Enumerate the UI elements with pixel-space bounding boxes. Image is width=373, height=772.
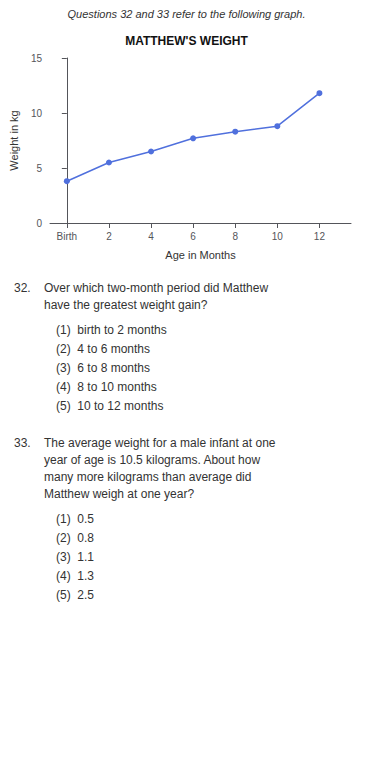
svg-text:The average weight for a male: The average weight for a male infant at … bbox=[44, 436, 276, 450]
svg-text:year of age is 10.5 kilograms.: year of age is 10.5 kilograms. About how bbox=[44, 453, 260, 467]
svg-text:32.: 32. bbox=[14, 281, 31, 295]
svg-text:Weight in kg: Weight in kg bbox=[8, 110, 20, 170]
svg-text:(2) 4 to 6 months: (2) 4 to 6 months bbox=[56, 342, 150, 356]
svg-text:2: 2 bbox=[106, 231, 112, 242]
svg-text:8: 8 bbox=[232, 231, 238, 242]
svg-text:(1) birth to 2 months: (1) birth to 2 months bbox=[56, 323, 167, 337]
svg-text:4: 4 bbox=[148, 231, 154, 242]
svg-text:have the greatest weight gain?: have the greatest weight gain? bbox=[44, 298, 208, 312]
svg-text:10: 10 bbox=[272, 231, 284, 242]
svg-text:(3) 6 to 8 months: (3) 6 to 8 months bbox=[56, 361, 150, 375]
svg-text:(4) 8 to 10 months: (4) 8 to 10 months bbox=[56, 380, 157, 394]
svg-text:33.: 33. bbox=[14, 436, 31, 450]
svg-text:0: 0 bbox=[36, 218, 42, 229]
svg-text:Birth: Birth bbox=[57, 231, 78, 242]
svg-text:5: 5 bbox=[36, 163, 42, 174]
svg-text:Matthew weigh at one year?: Matthew weigh at one year? bbox=[44, 487, 194, 501]
svg-text:15: 15 bbox=[31, 53, 43, 64]
svg-text:Questions 32 and 33 refer to t: Questions 32 and 33 refer to the followi… bbox=[68, 8, 306, 20]
svg-text:6: 6 bbox=[190, 231, 196, 242]
svg-text:Age in Months: Age in Months bbox=[165, 249, 236, 261]
svg-text:12: 12 bbox=[314, 231, 326, 242]
svg-text:(5) 2.5: (5) 2.5 bbox=[56, 588, 94, 602]
svg-text:Over which two-month period di: Over which two-month period did Matthew bbox=[44, 281, 268, 295]
svg-text:(3) 1.1: (3) 1.1 bbox=[56, 550, 94, 564]
svg-text:10: 10 bbox=[31, 108, 43, 119]
svg-text:many more kilograms than avera: many more kilograms than average did bbox=[44, 470, 251, 484]
svg-text:(1) 0.5: (1) 0.5 bbox=[56, 512, 94, 526]
svg-text:(4) 1.3: (4) 1.3 bbox=[56, 569, 94, 583]
svg-text:(5) 10 to 12 months: (5) 10 to 12 months bbox=[56, 399, 163, 413]
svg-text:MATTHEW'S WEIGHT: MATTHEW'S WEIGHT bbox=[125, 34, 248, 48]
svg-text:(2) 0.8: (2) 0.8 bbox=[56, 531, 94, 545]
